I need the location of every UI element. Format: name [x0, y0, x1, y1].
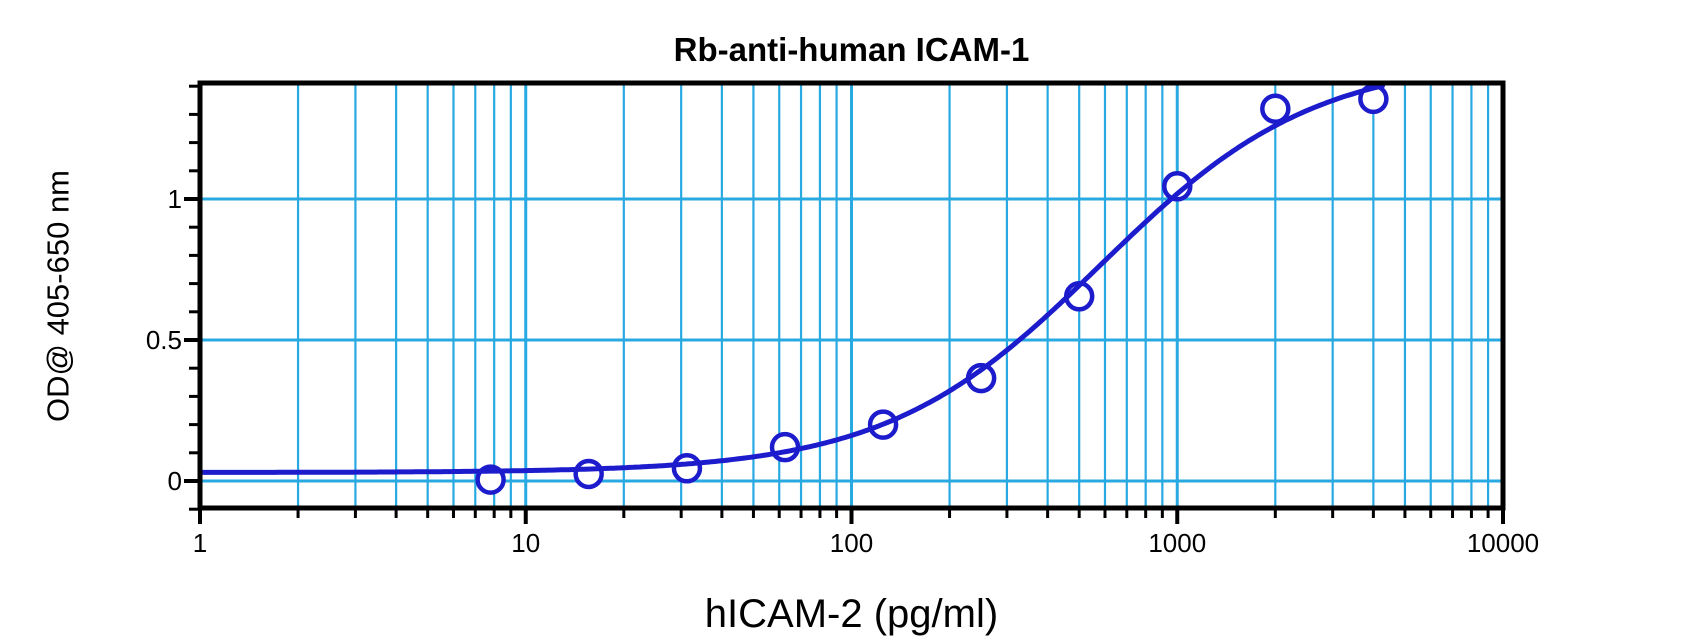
data-point: [1358, 83, 1389, 115]
x-tick-label: 100: [830, 528, 873, 558]
data-point: [1063, 281, 1095, 312]
x-tick-label: 1: [193, 528, 207, 558]
data-point: [671, 453, 703, 484]
data-point: [1260, 93, 1291, 125]
chart-title: Rb-anti-human ICAM-1: [673, 31, 1030, 68]
data-point-mask: [1262, 95, 1289, 122]
data-point: [475, 464, 506, 495]
data-point-mask: [1164, 173, 1191, 200]
x-tick-label: 10: [511, 528, 540, 558]
data-point: [573, 458, 604, 490]
x-tick-label: 1000: [1148, 528, 1206, 558]
fit-curve: [197, 83, 1385, 475]
data-point: [769, 431, 801, 463]
y-tick-label: 0.5: [146, 325, 182, 355]
data-point: [1162, 171, 1193, 202]
x-tick-label: 10000: [1467, 528, 1539, 558]
y-tick-label: 1: [168, 184, 182, 214]
data-point: [867, 409, 899, 440]
y-tick-label: 0: [168, 466, 182, 496]
data-point: [965, 362, 997, 394]
plot-border: [197, 80, 1506, 511]
x-axis-label: hICAM-2 (pg/ml): [704, 592, 999, 636]
